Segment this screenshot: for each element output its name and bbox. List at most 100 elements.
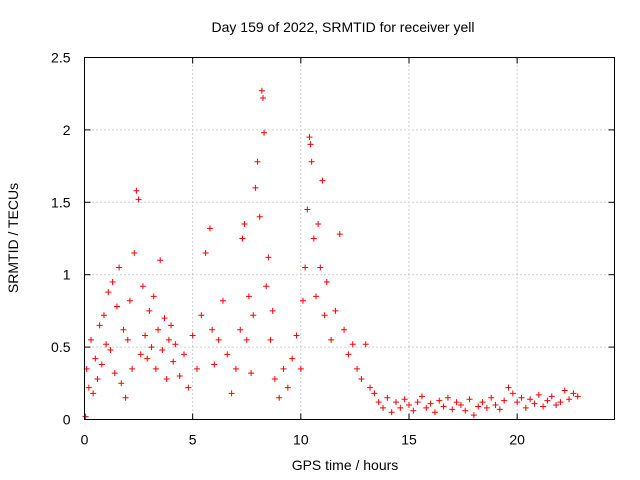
data-point: [202, 249, 209, 256]
data-point: [307, 141, 314, 148]
data-point: [159, 346, 166, 353]
data-point: [308, 158, 315, 165]
data-point: [544, 397, 551, 404]
data-point: [358, 375, 365, 382]
data-point: [453, 399, 460, 406]
data-point: [219, 297, 226, 304]
data-point: [401, 396, 408, 403]
data-point: [168, 322, 175, 329]
data-point: [410, 407, 417, 414]
data-point: [85, 384, 92, 391]
data-point: [105, 289, 112, 296]
data-point: [557, 399, 564, 406]
data-point: [418, 393, 425, 400]
data-point: [531, 400, 538, 407]
y-tick-label: 0: [63, 412, 71, 428]
data-point: [250, 312, 257, 319]
data-point: [367, 384, 374, 391]
data-point: [299, 297, 306, 304]
data-point: [261, 129, 268, 136]
data-point: [345, 351, 352, 358]
data-point: [137, 351, 144, 358]
y-tick-label: 0.5: [51, 339, 71, 355]
data-point: [82, 413, 89, 420]
data-point: [514, 399, 521, 406]
y-tick-label: 1: [63, 267, 71, 283]
data-point: [405, 402, 412, 409]
data-point: [393, 399, 400, 406]
data-point: [237, 326, 244, 333]
data-point: [444, 394, 451, 401]
data-point: [215, 336, 222, 343]
data-point: [228, 390, 235, 397]
data-point: [241, 221, 248, 228]
data-point: [263, 283, 270, 290]
data-point: [120, 326, 127, 333]
y-axis-label: SRMTID / TECUs: [5, 183, 21, 293]
data-point: [198, 312, 205, 319]
data-point: [144, 355, 151, 362]
data-point: [172, 341, 179, 348]
data-point: [103, 341, 110, 348]
data-point: [522, 404, 529, 411]
data-point: [276, 394, 283, 401]
data-point: [267, 336, 274, 343]
grid-lines: [84, 57, 615, 420]
data-point: [271, 375, 278, 382]
chart-title: Day 159 of 2022, SRMTID for receiver yel…: [212, 19, 475, 35]
data-point: [332, 307, 339, 314]
data-point: [122, 394, 129, 401]
data-point: [505, 384, 512, 391]
y-tick-label: 2.5: [51, 50, 71, 66]
data-point: [466, 396, 473, 403]
data-point: [414, 399, 421, 406]
x-tick-label: 0: [81, 432, 89, 448]
data-point: [561, 387, 568, 394]
data-point: [161, 315, 168, 322]
data-point: [574, 393, 581, 400]
data-point: [116, 264, 123, 271]
data-point: [354, 365, 361, 372]
data-point: [135, 196, 142, 203]
data-point: [139, 283, 146, 290]
data-point: [98, 361, 105, 368]
data-point: [129, 365, 136, 372]
data-point: [259, 95, 266, 102]
data-point: [258, 87, 265, 94]
axis-ticks: 0 0.5 1 1.5 2 2.5 0 5 10 15 20: [51, 50, 615, 448]
x-tick-label: 20: [509, 432, 525, 448]
data-point: [483, 404, 490, 411]
data-point: [209, 326, 216, 333]
data-point: [148, 344, 155, 351]
y-tick-label: 1.5: [51, 194, 71, 210]
x-tick-label: 10: [293, 432, 309, 448]
data-point: [124, 336, 131, 343]
data-point: [323, 278, 330, 285]
data-point: [109, 278, 116, 285]
data-point: [496, 406, 503, 413]
data-point: [206, 225, 213, 232]
data-point: [570, 390, 577, 397]
data-point: [553, 402, 560, 409]
data-point: [176, 373, 183, 380]
data-point: [518, 394, 525, 401]
data-point: [440, 403, 447, 410]
data-point: [118, 380, 125, 387]
data-point: [306, 134, 313, 141]
data-point: [375, 399, 382, 406]
data-point: [548, 393, 555, 400]
data-point: [388, 409, 395, 416]
data-point: [224, 351, 231, 358]
data-point: [501, 397, 508, 404]
data-point: [157, 257, 164, 264]
data-point: [96, 322, 103, 329]
data-point: [304, 206, 311, 213]
data-point: [297, 365, 304, 372]
data-point: [133, 187, 140, 194]
data-point: [126, 297, 133, 304]
data-point: [449, 406, 456, 413]
data-point: [488, 394, 495, 401]
data-point: [479, 399, 486, 406]
data-point: [232, 365, 239, 372]
